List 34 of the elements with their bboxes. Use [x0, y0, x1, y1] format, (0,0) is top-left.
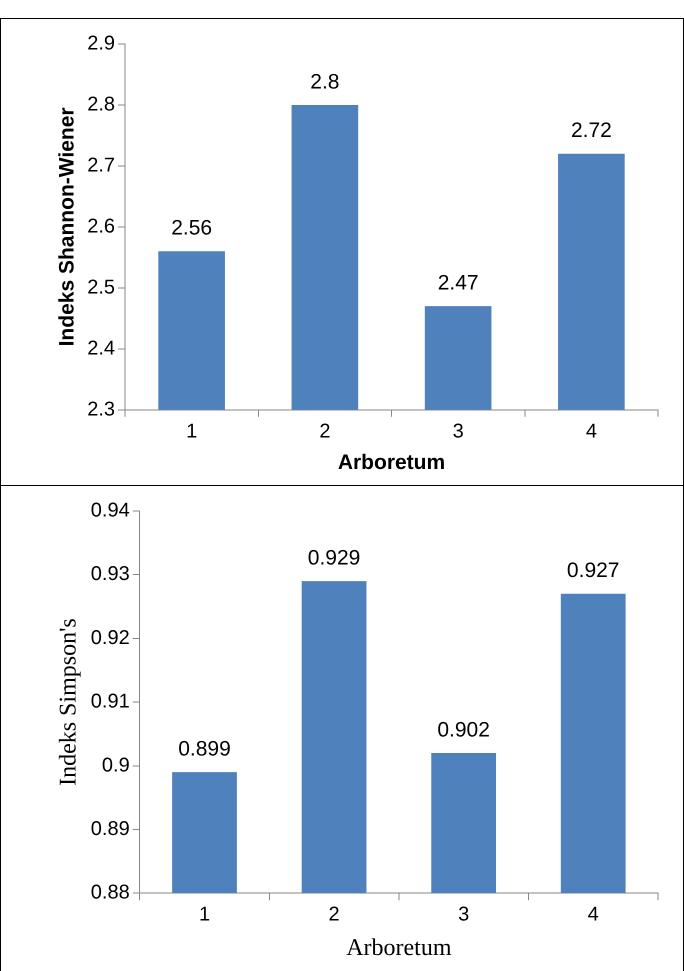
x-tick-label: 3	[452, 420, 464, 442]
x-tick-label: 3	[458, 904, 470, 926]
y-tick-label: 2.4	[87, 337, 116, 360]
y-tick-label: 0.93	[90, 563, 130, 586]
x-tick-label: 1	[186, 420, 198, 442]
y-tick-label: 2.3	[87, 398, 116, 420]
y-tick-label: 0.88	[90, 882, 130, 904]
y-tick-label: 2.7	[87, 154, 116, 176]
y-tick-label: 0.89	[90, 818, 130, 840]
y-tick-label: 2.5	[87, 276, 116, 298]
y-tick-label: 0.91	[90, 690, 130, 713]
x-tick-label: 4	[588, 904, 599, 926]
x-tick-label: 1	[198, 904, 210, 926]
x-tick-label: 2	[328, 904, 340, 926]
y-tick-label: 2.6	[87, 215, 116, 238]
x-axis-title: Arboretum	[346, 934, 452, 961]
y-tick-label: 2.8	[87, 93, 116, 116]
y-axis-title: Indeks Shannon-Wiener	[55, 107, 78, 346]
data-label: 2.8	[310, 70, 340, 94]
x-tick-label: 2	[319, 420, 330, 442]
data-label: 2.56	[171, 216, 212, 240]
x-tick-label: 4	[586, 420, 597, 442]
data-label: 2.47	[438, 271, 479, 294]
y-tick-label: 0.94	[90, 500, 130, 522]
data-label: 0.927	[566, 559, 620, 582]
y-tick-label: 0.9	[102, 754, 130, 776]
y-tick-label: 0.92	[90, 626, 130, 649]
data-label: 0.899	[178, 737, 231, 760]
y-tick-label: 2.9	[87, 32, 116, 55]
data-label: 0.902	[437, 718, 490, 742]
x-axis-title: Arboretum	[338, 451, 446, 474]
y-axis-title: Indeks Simpson's	[56, 618, 82, 786]
data-label: 2.72	[570, 119, 612, 142]
data-label: 0.929	[308, 546, 360, 570]
